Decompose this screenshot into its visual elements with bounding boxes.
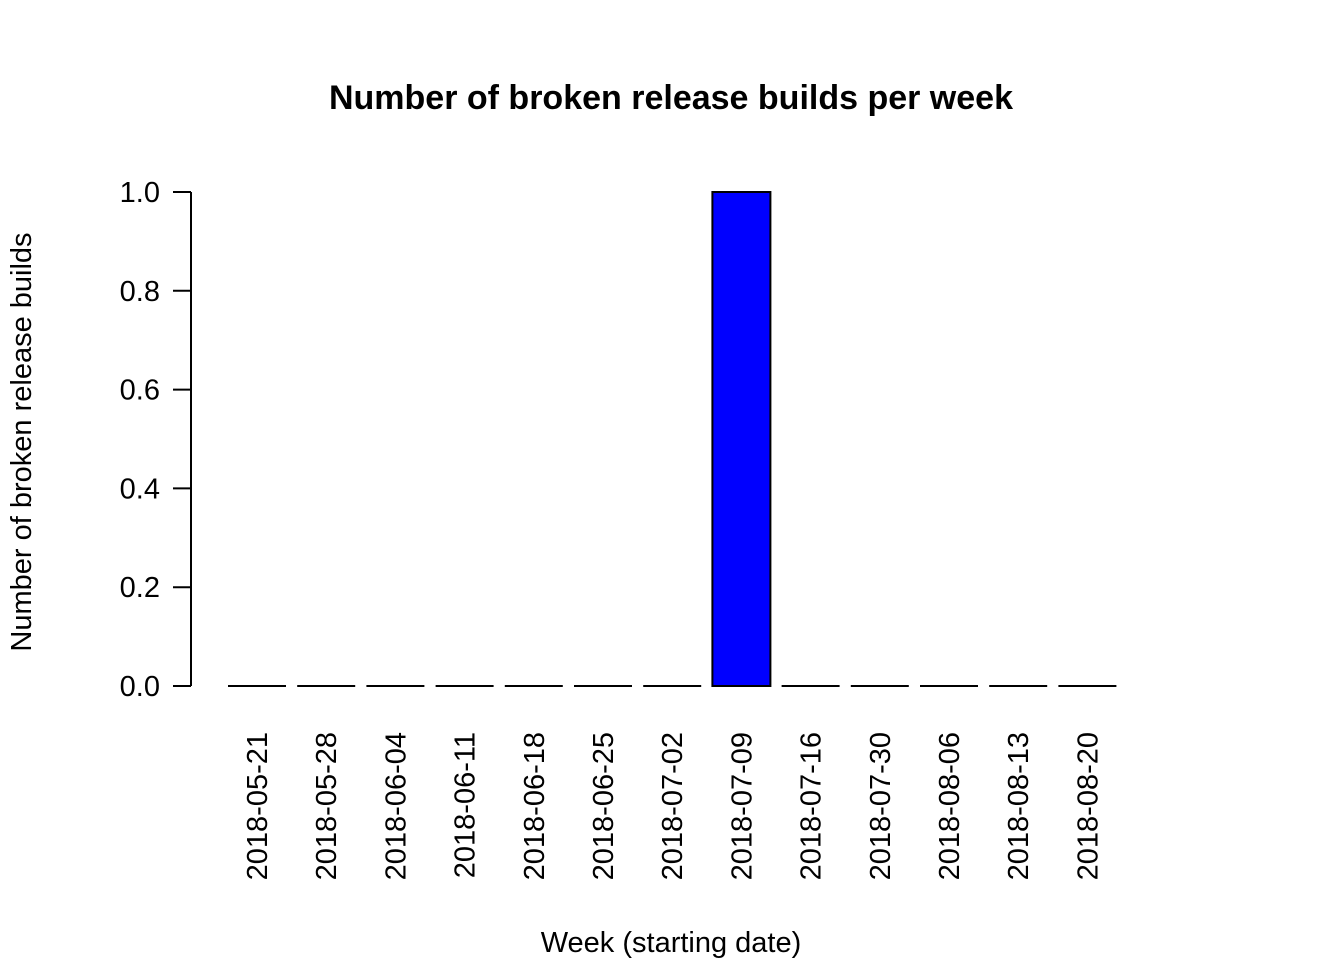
y-tick-label: 1.0 <box>120 177 160 209</box>
y-tick-label: 0.4 <box>120 473 160 505</box>
y-axis-title: Number of broken release builds <box>6 232 38 651</box>
x-tick-label: 2018-06-18 <box>519 732 551 880</box>
y-tick-label: 0.2 <box>120 572 160 604</box>
x-tick-label: 2018-05-21 <box>242 732 274 880</box>
x-tick-label: 2018-07-02 <box>657 732 689 880</box>
y-axis: 0.0 0.2 0.4 0.6 0.8 1.0 <box>120 177 192 703</box>
x-tick-label: 2018-06-04 <box>380 732 412 880</box>
x-axis-tick-labels: 2018-05-21 2018-05-28 2018-06-04 2018-06-11… <box>242 732 1104 880</box>
y-tick-label: 0.0 <box>120 671 160 703</box>
bars <box>228 191 1117 687</box>
x-tick-label: 2018-07-16 <box>796 732 828 880</box>
x-axis-title: Week (starting date) <box>541 927 802 959</box>
x-tick-label: 2018-07-30 <box>865 732 897 880</box>
x-tick-label: 2018-08-20 <box>1072 732 1104 880</box>
bar <box>711 191 772 687</box>
x-tick-label: 2018-08-06 <box>934 732 966 880</box>
y-tick-label: 0.6 <box>120 375 160 407</box>
x-tick-label: 2018-07-09 <box>726 732 758 880</box>
x-tick-label: 2018-08-13 <box>1003 732 1035 880</box>
chart-title: Number of broken release builds per week <box>329 79 1013 117</box>
x-tick-label: 2018-06-11 <box>450 732 482 878</box>
y-tick-label: 0.8 <box>120 276 160 308</box>
x-tick-label: 2018-05-28 <box>311 732 343 880</box>
x-tick-label: 2018-06-25 <box>588 732 620 880</box>
